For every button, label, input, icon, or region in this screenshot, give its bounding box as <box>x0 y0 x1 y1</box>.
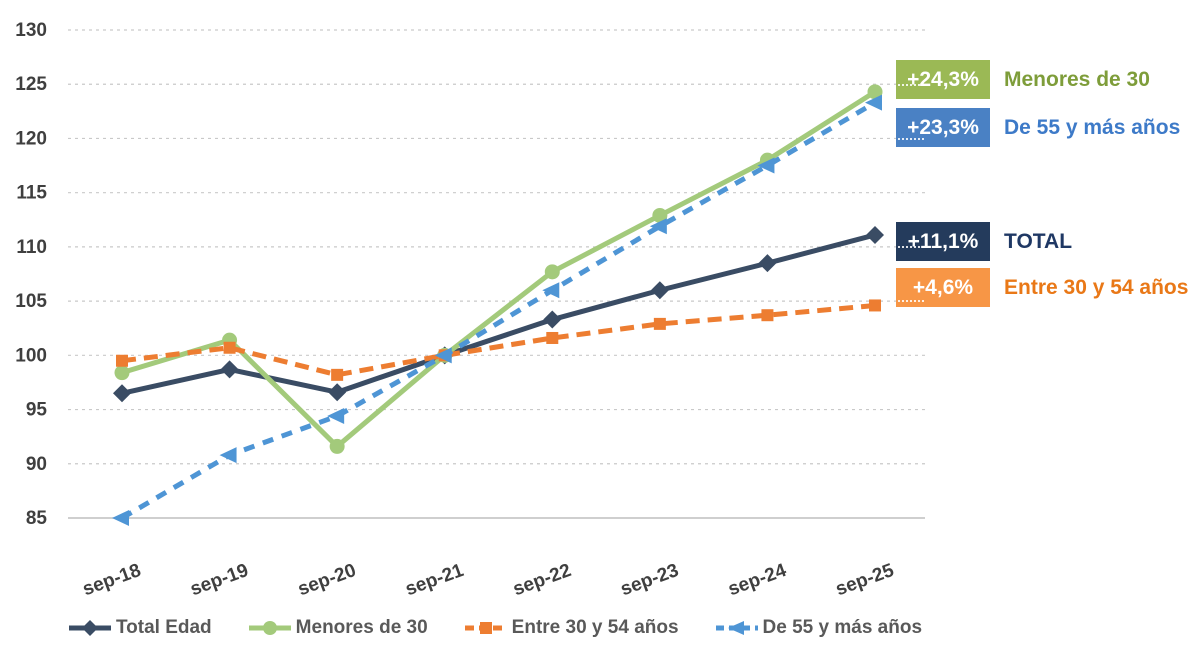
legend-label: Total Edad <box>115 617 212 638</box>
y-tick-label: 95 <box>26 400 48 421</box>
annotation-menores-de-30: +24,3% Menores de 30 <box>896 60 1150 99</box>
marker-triangle-de55 <box>112 510 129 526</box>
marker-triangle-de55 <box>649 218 667 235</box>
legend-item-total-edad: Total Edad <box>68 617 212 639</box>
marker-diamond-total <box>220 360 239 379</box>
annotation-label-entre-30-54: Entre 30 y 54 años <box>1004 275 1189 299</box>
x-tick-label: sep-24 <box>725 560 789 600</box>
series-line-menores <box>121 89 877 449</box>
marker-circle-menores <box>652 207 668 223</box>
annotation-label-de-55: De 55 y más años <box>1004 115 1181 139</box>
annotation-entre-30-54: +4,6% Entre 30 y 54 años <box>896 268 1188 307</box>
marker-square-entre <box>223 341 236 354</box>
marker-square-entre <box>761 309 774 322</box>
x-tick-label: sep-22 <box>510 560 574 600</box>
annotation-label-total: TOTAL <box>1004 229 1073 253</box>
marker-circle-menores <box>867 84 883 100</box>
marker-diamond-total <box>866 225 884 244</box>
marker-triangle-de55 <box>219 447 237 464</box>
y-tick-label: 115 <box>16 183 47 204</box>
marker-triangle-de55 <box>327 408 345 425</box>
marker-square-entre <box>653 317 666 330</box>
legend-item-entre-30-54: Entre 30 y 54 años <box>464 617 679 639</box>
series-line-total <box>121 232 876 396</box>
y-tick-label: 90 <box>26 454 47 475</box>
series-line-de55 <box>120 100 877 521</box>
legend-label: De 55 y más años <box>762 617 923 638</box>
marker-diamond-total <box>758 254 777 273</box>
x-tick-label: sep-25 <box>833 560 897 600</box>
y-tick-label: 105 <box>15 291 47 312</box>
x-tick-label: sep-19 <box>188 560 252 600</box>
legend-marker-triangle <box>715 621 758 635</box>
badge-de-55: +23,3% <box>896 108 990 147</box>
marker-triangle-de55 <box>434 347 452 364</box>
y-tick-label: 130 <box>15 20 47 41</box>
marker-square-entre <box>546 331 559 344</box>
x-tick-label: sep-21 <box>403 560 467 600</box>
badge-total: +11,1% <box>896 222 990 261</box>
marker-square-entre <box>116 354 128 367</box>
annotation-total: +11,1% TOTAL <box>896 222 1072 261</box>
x-tick-label: sep-23 <box>618 560 682 600</box>
legend-marker-square <box>464 622 507 634</box>
marker-circle-menores <box>114 365 130 381</box>
marker-triangle-de55 <box>757 157 775 174</box>
chart-legend: Total Edad Menores de 30 Entre 30 y 54 a… <box>25 608 965 648</box>
y-tick-label: 125 <box>15 74 47 95</box>
marker-triangle-de55 <box>542 282 560 299</box>
legend-item-de-55: De 55 y más años <box>715 617 922 639</box>
marker-diamond-total <box>113 384 131 403</box>
legend-item-menores-de-30: Menores de 30 <box>248 617 428 639</box>
legend-label: Entre 30 y 54 años <box>511 617 679 638</box>
marker-triangle-de55 <box>865 94 882 111</box>
legend-label: Menores de 30 <box>295 617 428 638</box>
legend-marker-diamond <box>68 620 111 636</box>
marker-square-entre <box>869 299 881 312</box>
y-tick-label: 85 <box>26 508 48 529</box>
marker-diamond-total <box>543 310 562 329</box>
marker-diamond-total <box>328 383 347 402</box>
annotation-de-55: +23,3% De 55 y más años <box>896 108 1180 147</box>
marker-square-entre <box>331 368 344 381</box>
series-line-entre <box>121 302 876 378</box>
y-tick-label: 110 <box>16 237 47 258</box>
y-tick-label: 120 <box>15 128 47 149</box>
x-tick-label: sep-18 <box>80 560 144 600</box>
badge-entre-30-54: +4,6% <box>896 268 990 307</box>
badge-menores-de-30: +24,3% <box>896 60 990 99</box>
annotation-label-menores-de-30: Menores de 30 <box>1004 67 1150 91</box>
marker-circle-menores <box>329 438 345 454</box>
marker-diamond-total <box>650 281 669 300</box>
x-tick-label: sep-20 <box>295 560 359 600</box>
legend-marker-circle <box>248 621 291 635</box>
marker-circle-menores <box>544 264 560 280</box>
line-chart-plot: 85 90 95 100 105 110 115 120 125 130 sep-18 sep-19 s… <box>15 20 925 600</box>
y-tick-label: 100 <box>15 345 47 366</box>
